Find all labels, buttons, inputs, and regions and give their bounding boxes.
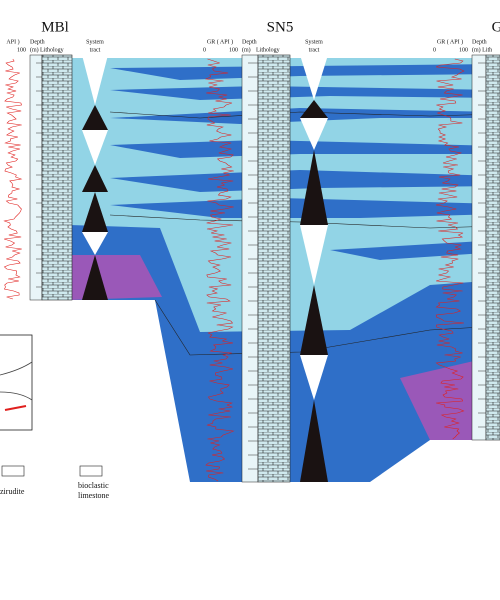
transgressive-triangle (82, 55, 108, 105)
lithology-header: Lithology (40, 47, 64, 53)
gr-header: GR ( API ) (207, 38, 233, 45)
transgressive-triangle (300, 118, 328, 150)
depth-header: Depth (242, 39, 257, 45)
gr-scale: 0 (203, 47, 206, 53)
gr-curve (3, 58, 23, 300)
transgressive-triangle (300, 225, 328, 285)
depth-unit: (m) (30, 46, 39, 53)
regressive-triangle (82, 105, 108, 130)
gr-curve (435, 58, 465, 440)
system-tract-header: System (86, 39, 104, 45)
lithology-header: Lithology (256, 47, 280, 53)
regressive-triangle (82, 255, 108, 300)
regressive-triangle (300, 150, 328, 225)
legend: zirudite bioclastic limestone (0, 334, 110, 500)
gr-scale: 100 (229, 47, 238, 53)
transgressive-triangle (300, 355, 328, 400)
regressive-triangle (82, 192, 108, 232)
gr-scale: 100 (459, 47, 468, 53)
transgressive-triangle (300, 55, 328, 100)
system-tract-header: System (305, 39, 323, 45)
legend-label: bioclastic (78, 481, 109, 490)
well-name: G (492, 19, 500, 35)
lithology-column (485, 54, 500, 441)
well-name: SN5 (267, 19, 294, 35)
depth-header: Depth (472, 39, 487, 45)
lithology-column (41, 54, 73, 301)
transgressive-triangle (82, 130, 108, 165)
depth-unit: (m) Lith (472, 46, 492, 53)
depth-column (29, 54, 43, 301)
regressive-triangle (300, 100, 328, 118)
gr-curve (204, 58, 235, 482)
gr-scale: 100 (17, 47, 26, 53)
system-tract-header: tract (309, 47, 320, 53)
depth-header: Depth (30, 39, 45, 45)
lithology-column (257, 54, 291, 483)
depth-unit: (m) (242, 46, 251, 53)
regressive-triangle (300, 400, 328, 482)
gr-header: API ) (6, 38, 19, 45)
gr-header: GR ( API ) (437, 38, 463, 45)
legend-label: zirudite (0, 487, 25, 496)
gr-scale: 0 (433, 47, 436, 53)
regressive-triangle (82, 165, 108, 192)
depth-column (471, 54, 487, 441)
system-tract-header: tract (90, 47, 101, 53)
regressive-triangle (300, 285, 328, 355)
well-name: MBl (41, 19, 69, 35)
legend-label: limestone (78, 491, 110, 500)
transgressive-triangle (82, 232, 108, 255)
